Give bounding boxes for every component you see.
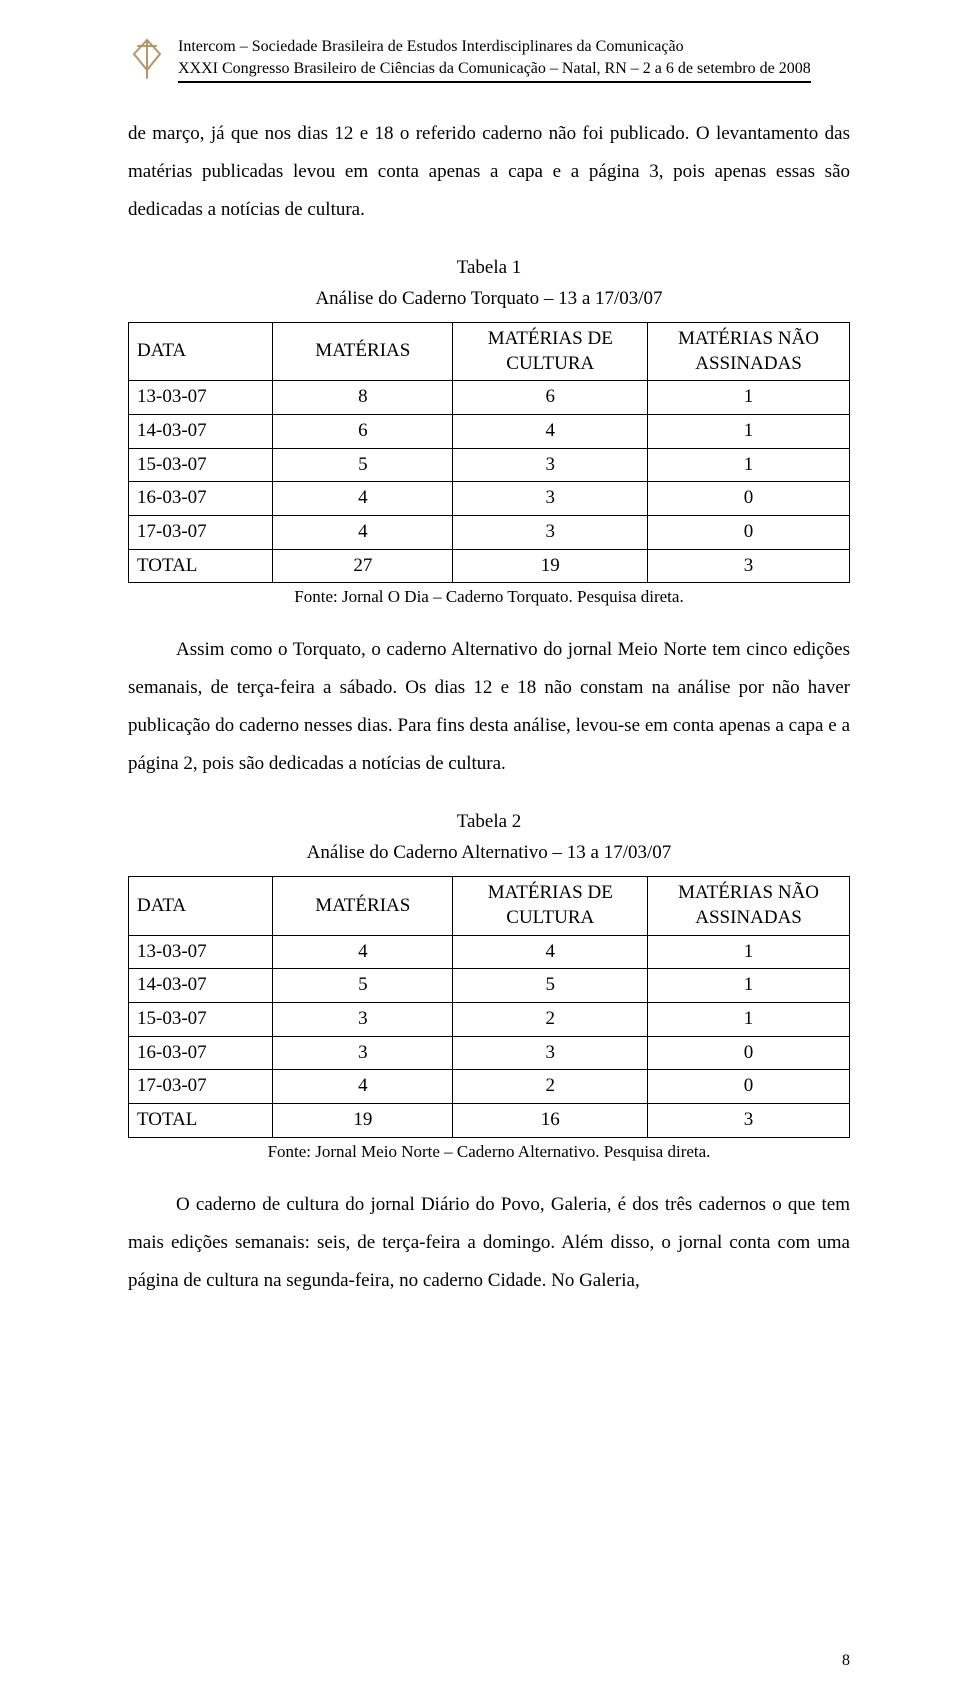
table-cell: 5 <box>273 448 453 482</box>
table-cell: 17-03-07 <box>129 516 273 550</box>
table-1: DATA MATÉRIAS MATÉRIAS DE CULTURA MATÉRI… <box>128 322 850 584</box>
table-1-title-line1: Tabela 1 <box>457 257 522 278</box>
table-header-cell: MATÉRIAS DE CULTURA <box>453 322 648 380</box>
table-cell: 1 <box>648 448 850 482</box>
table-row: 13-03-07861 <box>129 381 850 415</box>
table-cell: 13-03-07 <box>129 381 273 415</box>
table-cell: 16-03-07 <box>129 1036 273 1070</box>
table-row: 17-03-07420 <box>129 1070 850 1104</box>
table-cell: 15-03-07 <box>129 448 273 482</box>
table-2-title-line1: Tabela 2 <box>457 811 522 832</box>
table-cell: 4 <box>273 1070 453 1104</box>
table-row: 16-03-07330 <box>129 1036 850 1070</box>
table-cell: 5 <box>273 969 453 1003</box>
table-cell: 14-03-07 <box>129 415 273 449</box>
paragraph-2: Assim como o Torquato, o caderno Alterna… <box>128 631 850 783</box>
table-cell: 4 <box>453 415 648 449</box>
header-line-2: XXXI Congresso Brasileiro de Ciências da… <box>178 58 811 84</box>
table-cell: 2 <box>453 1003 648 1037</box>
table-cell: 8 <box>273 381 453 415</box>
table-cell: TOTAL <box>129 549 273 583</box>
table-cell: 3 <box>453 448 648 482</box>
table-2-title: Tabela 2 Análise do Caderno Alternativo … <box>128 807 850 868</box>
table-row: 15-03-07531 <box>129 448 850 482</box>
table-cell: 4 <box>273 935 453 969</box>
table-row: 15-03-07321 <box>129 1003 850 1037</box>
table-cell: 3 <box>453 1036 648 1070</box>
paragraph-1: de março, já que nos dias 12 e 18 o refe… <box>128 115 850 229</box>
table-cell: 2 <box>453 1070 648 1104</box>
table-row: 17-03-07430 <box>129 516 850 550</box>
page-header: Intercom – Sociedade Brasileira de Estud… <box>128 36 850 83</box>
header-text: Intercom – Sociedade Brasileira de Estud… <box>178 36 811 83</box>
table-header-cell: MATÉRIAS <box>273 877 453 935</box>
table-row: DATA MATÉRIAS MATÉRIAS DE CULTURA MATÉRI… <box>129 322 850 380</box>
table-cell: 0 <box>648 482 850 516</box>
table-row: 13-03-07441 <box>129 935 850 969</box>
table-header-cell: MATÉRIAS <box>273 322 453 380</box>
table-header-cell: MATÉRIAS NÃO ASSINADAS <box>648 322 850 380</box>
header-line-1: Intercom – Sociedade Brasileira de Estud… <box>178 36 811 58</box>
table-cell: 1 <box>648 969 850 1003</box>
table-cell: 0 <box>648 516 850 550</box>
table-cell: 14-03-07 <box>129 969 273 1003</box>
table-cell: TOTAL <box>129 1104 273 1138</box>
table-cell: 16-03-07 <box>129 482 273 516</box>
table-2: DATA MATÉRIAS MATÉRIAS DE CULTURA MATÉRI… <box>128 876 850 1138</box>
table-header-cell: MATÉRIAS DE CULTURA <box>453 877 648 935</box>
table-2-caption: Fonte: Jornal Meio Norte – Caderno Alter… <box>128 1142 850 1162</box>
table-cell: 4 <box>453 935 648 969</box>
table-1-caption: Fonte: Jornal O Dia – Caderno Torquato. … <box>128 587 850 607</box>
table-cell: 4 <box>273 482 453 516</box>
page-number: 8 <box>842 1652 850 1670</box>
table-cell: 3 <box>273 1036 453 1070</box>
table-cell: 13-03-07 <box>129 935 273 969</box>
table-row: DATA MATÉRIAS MATÉRIAS DE CULTURA MATÉRI… <box>129 877 850 935</box>
paragraph-3: O caderno de cultura do jornal Diário do… <box>128 1186 850 1300</box>
table-row: 16-03-07430 <box>129 482 850 516</box>
table-cell: 0 <box>648 1036 850 1070</box>
table-header-cell: DATA <box>129 877 273 935</box>
table-header-cell: MATÉRIAS NÃO ASSINADAS <box>648 877 850 935</box>
table-cell: 3 <box>453 516 648 550</box>
table-cell: 4 <box>273 516 453 550</box>
table-cell: 6 <box>453 381 648 415</box>
table-cell: 27 <box>273 549 453 583</box>
table-cell: 15-03-07 <box>129 1003 273 1037</box>
table-2-title-line2: Análise do Caderno Alternativo – 13 a 17… <box>307 842 672 863</box>
table-cell: 3 <box>453 482 648 516</box>
table-2-body: 13-03-0744114-03-0755115-03-0732116-03-0… <box>129 935 850 1137</box>
table-cell: 19 <box>273 1104 453 1138</box>
table-cell: 17-03-07 <box>129 1070 273 1104</box>
table-row: TOTAL19163 <box>129 1104 850 1138</box>
table-cell: 0 <box>648 1070 850 1104</box>
table-row: 14-03-07641 <box>129 415 850 449</box>
table-cell: 3 <box>273 1003 453 1037</box>
table-row: TOTAL27193 <box>129 549 850 583</box>
table-cell: 3 <box>648 1104 850 1138</box>
table-row: 14-03-07551 <box>129 969 850 1003</box>
table-cell: 19 <box>453 549 648 583</box>
table-cell: 1 <box>648 415 850 449</box>
table-header-cell: DATA <box>129 322 273 380</box>
table-1-title-line2: Análise do Caderno Torquato – 13 a 17/03… <box>315 288 662 309</box>
table-cell: 1 <box>648 1003 850 1037</box>
table-1-title: Tabela 1 Análise do Caderno Torquato – 1… <box>128 253 850 314</box>
table-cell: 3 <box>648 549 850 583</box>
table-cell: 5 <box>453 969 648 1003</box>
table-1-body: 13-03-0786114-03-0764115-03-0753116-03-0… <box>129 381 850 583</box>
table-cell: 6 <box>273 415 453 449</box>
intercom-logo-icon <box>128 36 166 80</box>
table-cell: 16 <box>453 1104 648 1138</box>
table-cell: 1 <box>648 381 850 415</box>
table-cell: 1 <box>648 935 850 969</box>
